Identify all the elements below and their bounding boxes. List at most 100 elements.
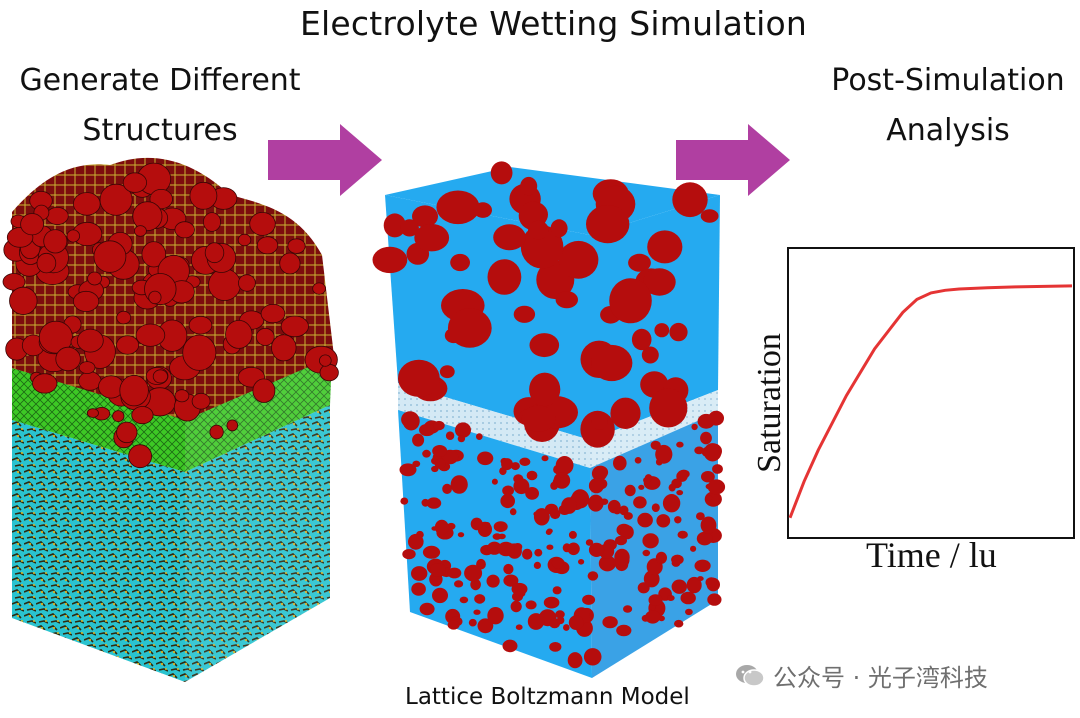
red-particle [513, 478, 530, 495]
red-particle [697, 413, 715, 429]
red-particle [614, 548, 630, 566]
red-particle [412, 460, 421, 467]
red-particle [209, 424, 224, 440]
red-particle [116, 335, 140, 355]
red-particle [271, 334, 297, 362]
red-particle [533, 508, 550, 526]
red-particle [513, 305, 536, 323]
red-particle [642, 549, 651, 557]
red-particle [638, 484, 645, 490]
red-particle [624, 484, 636, 497]
red-particle [648, 594, 663, 606]
red-particle [655, 551, 668, 564]
red-particle [470, 578, 481, 591]
red-particle [700, 209, 719, 223]
red-particle [568, 530, 577, 539]
red-particle [551, 557, 564, 569]
red-particle [703, 443, 722, 462]
red-particle [582, 594, 596, 605]
step-analysis-line2: Analysis [886, 113, 1010, 148]
red-particle [474, 594, 486, 604]
saturation-curve [788, 284, 1073, 519]
red-particle [319, 363, 339, 382]
red-particle [643, 268, 676, 296]
red-particle [473, 202, 492, 218]
red-particle [602, 616, 618, 629]
red-particle [2, 273, 26, 291]
red-particle [707, 593, 722, 606]
red-particle [502, 485, 514, 496]
red-particle [78, 361, 96, 375]
red-particle [623, 605, 633, 613]
red-particle [432, 587, 448, 604]
cyan-layer-front [12, 420, 185, 682]
red-particle [447, 620, 460, 630]
red-particle [498, 533, 506, 540]
red-particle [668, 483, 676, 492]
red-particle [555, 610, 565, 619]
green-layer-side [185, 355, 332, 472]
red-particle [237, 274, 256, 292]
red-particle [457, 435, 466, 443]
red-particle [694, 559, 711, 572]
chart-frame [787, 247, 1075, 539]
red-particle [704, 491, 722, 507]
red-particle [510, 462, 520, 471]
red-particle [421, 498, 430, 507]
red-particle [447, 308, 492, 348]
red-particle [500, 493, 515, 509]
red-particle [99, 183, 133, 216]
red-particle [450, 475, 468, 494]
step-arrow-left [268, 124, 382, 196]
red-particle [477, 451, 494, 466]
red-particle [32, 373, 58, 394]
red-particle [563, 624, 570, 631]
red-particle [676, 441, 684, 448]
red-particle [521, 405, 556, 432]
red-particle [383, 213, 406, 238]
red-particle [457, 532, 465, 538]
red-particle [445, 431, 455, 441]
red-particle [436, 190, 480, 225]
red-particle [696, 531, 713, 546]
red-particle [592, 465, 609, 479]
red-particle [567, 652, 583, 669]
red-particle [555, 291, 578, 309]
red-particle [402, 549, 416, 560]
red-particle [476, 433, 483, 440]
red-particle [674, 619, 684, 628]
red-particle [641, 346, 659, 364]
red-particle [545, 529, 552, 535]
red-particle [686, 576, 702, 594]
red-particle [412, 433, 425, 447]
lbm-separator-front [398, 383, 590, 468]
watermark-text: 公众号 · 光子湾科技 [773, 664, 988, 692]
red-particle [20, 213, 44, 236]
red-particle [529, 372, 561, 407]
red-particle [525, 487, 539, 500]
red-particle [148, 290, 162, 305]
red-particle [620, 525, 634, 540]
red-particle [152, 369, 168, 384]
red-particle [588, 542, 605, 558]
red-particle [38, 320, 73, 354]
red-particle [509, 508, 517, 516]
red-particle [712, 464, 723, 474]
red-particle [189, 181, 218, 210]
red-particle [204, 242, 225, 264]
red-particle [656, 514, 671, 528]
red-particle [528, 220, 549, 240]
red-particle [690, 545, 697, 552]
red-particle [705, 577, 718, 588]
red-particle [73, 290, 100, 312]
red-particle [493, 521, 508, 532]
red-particle [700, 516, 717, 534]
red-particle [550, 481, 558, 490]
red-particle [511, 582, 528, 596]
red-particle [613, 455, 627, 471]
red-particle [643, 477, 651, 484]
red-particle [484, 522, 491, 528]
chart-ylabel: Saturation [751, 333, 788, 473]
watermark: 公众号 · 光子湾科技 [735, 658, 988, 693]
red-particle [116, 310, 132, 325]
